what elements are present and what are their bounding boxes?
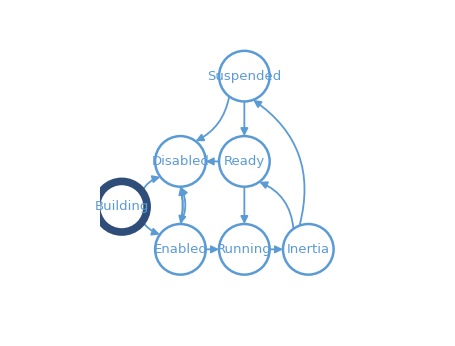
FancyArrowPatch shape [179, 187, 185, 222]
FancyArrowPatch shape [179, 189, 185, 224]
Text: Ready: Ready [223, 155, 264, 168]
Text: Building: Building [94, 200, 149, 213]
Text: Suspended: Suspended [207, 70, 281, 83]
FancyArrowPatch shape [254, 101, 304, 226]
Circle shape [218, 136, 269, 187]
Circle shape [155, 224, 205, 275]
FancyArrowPatch shape [197, 97, 229, 140]
Text: Inertia: Inertia [286, 243, 329, 256]
FancyArrowPatch shape [205, 246, 217, 252]
FancyArrowPatch shape [241, 101, 247, 134]
Text: Disabled: Disabled [151, 155, 209, 168]
Circle shape [155, 136, 205, 187]
Text: Running: Running [217, 243, 271, 256]
FancyArrowPatch shape [142, 221, 158, 235]
FancyArrowPatch shape [207, 158, 218, 164]
Text: Enabled: Enabled [153, 243, 207, 256]
Circle shape [218, 51, 269, 101]
FancyArrowPatch shape [269, 246, 280, 252]
FancyArrowPatch shape [261, 182, 293, 229]
FancyArrowPatch shape [180, 189, 187, 224]
Circle shape [283, 224, 333, 275]
FancyArrowPatch shape [142, 176, 158, 191]
Circle shape [96, 181, 147, 232]
FancyArrowPatch shape [241, 187, 247, 222]
Circle shape [218, 224, 269, 275]
